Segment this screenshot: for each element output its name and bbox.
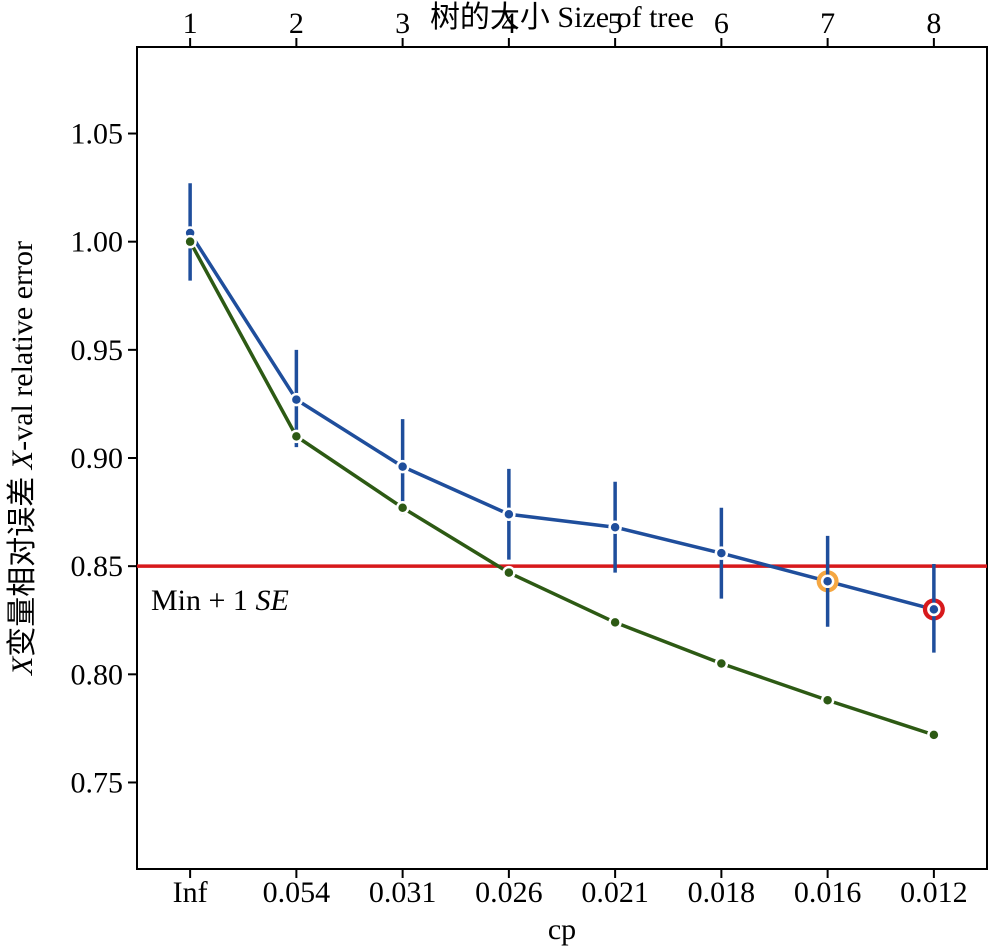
relative-error-line [188, 240, 935, 737]
x-bottom-tick-label: 0.026 [475, 876, 543, 909]
x-bottom-tick-label: 0.031 [369, 876, 437, 909]
x-top-tick-label: 5 [608, 7, 623, 40]
y-axis-title: X变量相对误差 X-val relative error [6, 241, 39, 676]
relative-error-point [502, 565, 516, 580]
x-bottom-tick-label: 0.012 [900, 876, 968, 909]
bottom-axis: Inf 0.054 0.031 0.026 0.021 0.018 0.016 0.012 [173, 869, 968, 909]
x-bottom-tick-label: 0.054 [263, 876, 331, 909]
top-axis: 1 2 3 4 5 6 7 8 [183, 7, 941, 47]
x-axis-title: cp [548, 913, 576, 946]
left-axis: 0.75 0.80 0.85 0.90 0.95 1.00 1.05 [71, 118, 137, 799]
y-axis-title-english: -val relative error [6, 241, 39, 451]
y-axis-title-chinese: 变量相对误差 [6, 469, 39, 657]
y-tick-label: 1.05 [71, 118, 124, 151]
threshold-label-text: Min + 1 [151, 584, 255, 617]
x-top-tick-label: 6 [714, 7, 729, 40]
cv-error-line [188, 232, 935, 612]
y-tick-label: 1.00 [71, 226, 124, 259]
cv-error-point [395, 459, 410, 474]
cv-error-point [502, 507, 516, 521]
x-bottom-tick-label: 0.018 [688, 876, 756, 909]
y-tick-label: 0.95 [71, 334, 124, 367]
chart-marks [137, 183, 987, 742]
relative-error-point [608, 615, 622, 630]
threshold-label-se: SE [255, 584, 288, 617]
x-bottom-tick-label: 0.016 [794, 876, 862, 909]
y-axis-title-prefix: X [6, 655, 39, 676]
x-bottom-tick-label: 0.021 [581, 876, 649, 909]
relative-error-point [714, 656, 729, 671]
y-tick-label: 0.80 [71, 658, 124, 691]
threshold-label: Min + 1 SE [151, 584, 289, 617]
x-top-tick-label: 4 [501, 7, 516, 40]
cv-error-point [820, 574, 835, 589]
cv-error-point [714, 546, 729, 560]
y-tick-label: 0.75 [71, 766, 124, 799]
plot-frame [136, 46, 988, 870]
relative-error-point [183, 234, 197, 249]
cv-error-point [608, 520, 622, 534]
x-top-tick-label: 3 [395, 7, 410, 40]
x-bottom-tick-label: Inf [173, 876, 208, 909]
relative-error-point [395, 501, 410, 515]
x-top-tick-label: 2 [289, 7, 304, 40]
relative-error-point [927, 728, 941, 742]
cv-error-point [289, 392, 304, 407]
x-top-tick-label: 1 [183, 7, 198, 40]
relative-error-point [820, 693, 835, 708]
y-axis-title-italic-x: X [6, 449, 39, 470]
cv-error-point [927, 602, 941, 617]
top-axis-title: 树的大小 Size of tree [430, 1, 694, 34]
y-tick-label: 0.85 [71, 550, 124, 583]
y-tick-label: 0.90 [71, 442, 124, 475]
relative-error-point [289, 429, 304, 444]
x-top-tick-label: 7 [820, 7, 835, 40]
x-top-tick-label: 8 [926, 7, 941, 40]
